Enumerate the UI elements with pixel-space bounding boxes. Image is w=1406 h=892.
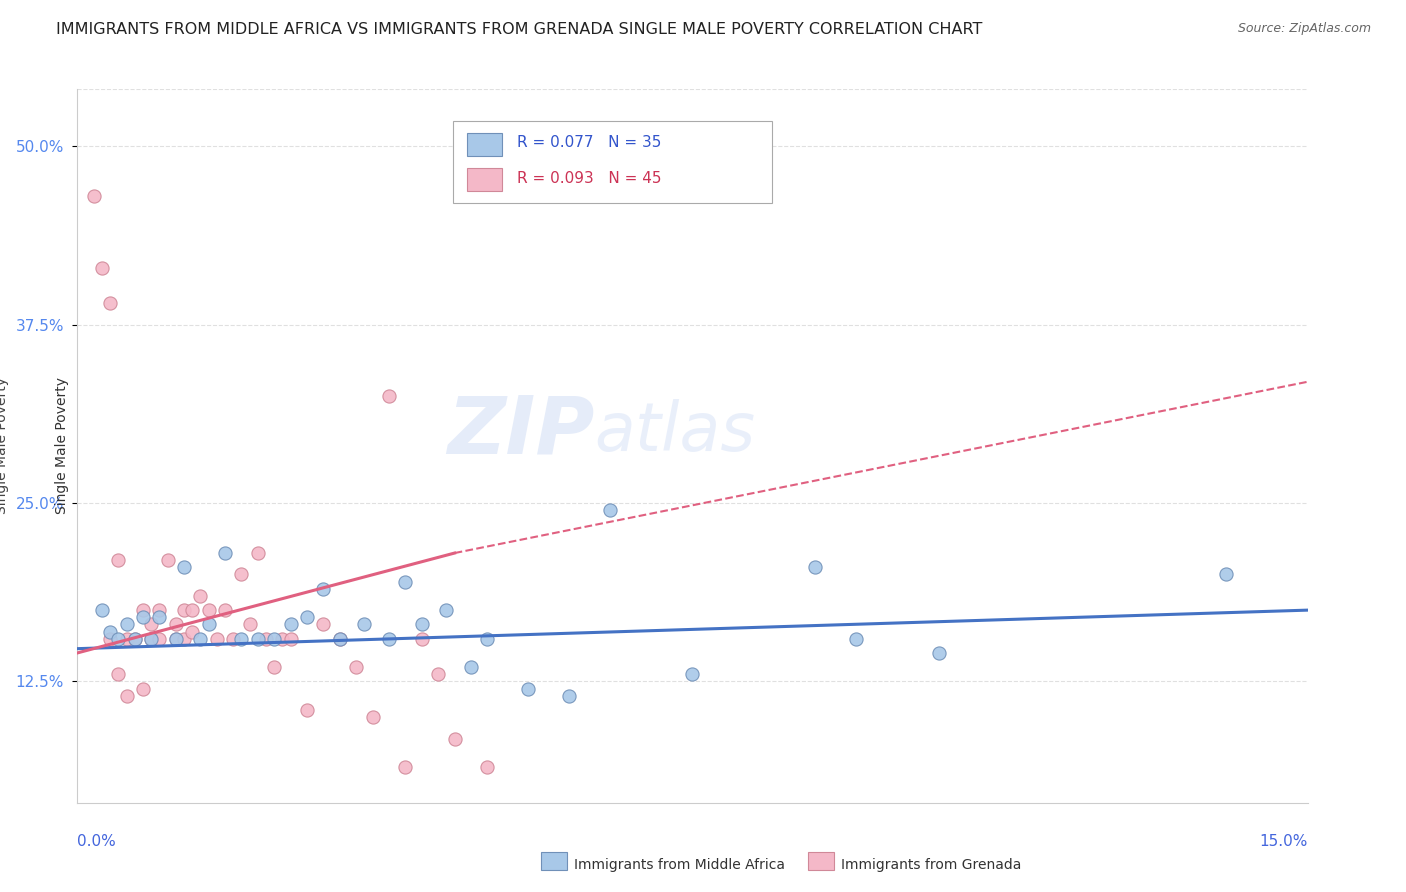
Point bbox=[427, 667, 450, 681]
Point bbox=[928, 646, 950, 660]
Point bbox=[295, 703, 318, 717]
Point bbox=[98, 632, 121, 646]
Point bbox=[90, 260, 114, 275]
Point bbox=[517, 681, 540, 696]
Point bbox=[804, 560, 827, 574]
Text: ZIP: ZIP bbox=[447, 392, 595, 471]
Point bbox=[90, 603, 114, 617]
Point bbox=[165, 632, 187, 646]
Point bbox=[124, 632, 146, 646]
Point bbox=[436, 603, 458, 617]
Point bbox=[141, 617, 163, 632]
Point bbox=[197, 603, 219, 617]
Point bbox=[477, 760, 499, 774]
Point bbox=[165, 617, 187, 632]
Text: atlas: atlas bbox=[595, 399, 755, 465]
Point bbox=[280, 632, 302, 646]
Point bbox=[329, 632, 352, 646]
Point bbox=[115, 689, 138, 703]
Point bbox=[188, 589, 212, 603]
Point bbox=[188, 632, 212, 646]
Point bbox=[98, 624, 121, 639]
Point bbox=[181, 624, 204, 639]
Point bbox=[394, 760, 416, 774]
Point bbox=[271, 632, 294, 646]
Point bbox=[443, 731, 465, 746]
Point bbox=[353, 617, 375, 632]
Point bbox=[107, 667, 129, 681]
Bar bbox=[467, 133, 502, 155]
Point bbox=[239, 617, 262, 632]
Text: Immigrants from Grenada: Immigrants from Grenada bbox=[841, 858, 1021, 872]
Point bbox=[148, 632, 170, 646]
Point bbox=[132, 681, 155, 696]
Point bbox=[173, 603, 195, 617]
Point bbox=[599, 503, 621, 517]
Point bbox=[280, 617, 302, 632]
Text: Immigrants from Middle Africa: Immigrants from Middle Africa bbox=[574, 858, 785, 872]
Point bbox=[263, 660, 285, 674]
Point bbox=[222, 632, 245, 646]
Point bbox=[378, 389, 401, 403]
Point bbox=[1215, 567, 1237, 582]
Point bbox=[165, 632, 187, 646]
Point bbox=[411, 617, 433, 632]
Point bbox=[312, 617, 335, 632]
Point bbox=[231, 567, 253, 582]
Point bbox=[312, 582, 335, 596]
Point bbox=[148, 610, 170, 624]
Point bbox=[231, 632, 253, 646]
Point bbox=[107, 553, 129, 567]
Y-axis label: Single Male Poverty: Single Male Poverty bbox=[0, 377, 8, 515]
Text: Source: ZipAtlas.com: Source: ZipAtlas.com bbox=[1237, 22, 1371, 36]
Point bbox=[254, 632, 277, 646]
Point bbox=[246, 632, 269, 646]
Text: R = 0.077   N = 35: R = 0.077 N = 35 bbox=[516, 136, 661, 150]
Point bbox=[107, 632, 129, 646]
Point bbox=[214, 603, 236, 617]
Point bbox=[411, 632, 433, 646]
Point bbox=[181, 603, 204, 617]
Text: 15.0%: 15.0% bbox=[1260, 834, 1308, 849]
Point bbox=[845, 632, 868, 646]
Point bbox=[141, 632, 163, 646]
Point bbox=[460, 660, 482, 674]
Point bbox=[361, 710, 384, 724]
Point bbox=[115, 632, 138, 646]
Point bbox=[378, 632, 401, 646]
Point bbox=[558, 689, 581, 703]
Point bbox=[197, 617, 219, 632]
Y-axis label: Single Male Poverty: Single Male Poverty bbox=[55, 377, 69, 515]
Point bbox=[394, 574, 416, 589]
Point bbox=[83, 189, 105, 203]
Point bbox=[124, 632, 146, 646]
FancyBboxPatch shape bbox=[453, 121, 772, 203]
Point bbox=[263, 632, 285, 646]
Point bbox=[141, 632, 163, 646]
Point bbox=[246, 546, 269, 560]
Point bbox=[156, 553, 179, 567]
Bar bbox=[467, 169, 502, 191]
Point bbox=[98, 296, 121, 310]
Point bbox=[329, 632, 352, 646]
Point bbox=[132, 603, 155, 617]
Text: R = 0.093   N = 45: R = 0.093 N = 45 bbox=[516, 171, 661, 186]
Point bbox=[173, 560, 195, 574]
Point bbox=[205, 632, 228, 646]
Point bbox=[295, 610, 318, 624]
Point bbox=[344, 660, 367, 674]
Point bbox=[477, 632, 499, 646]
Point bbox=[173, 632, 195, 646]
Point bbox=[115, 617, 138, 632]
Point bbox=[214, 546, 236, 560]
Text: 0.0%: 0.0% bbox=[77, 834, 117, 849]
Point bbox=[132, 610, 155, 624]
Point bbox=[148, 603, 170, 617]
Text: IMMIGRANTS FROM MIDDLE AFRICA VS IMMIGRANTS FROM GRENADA SINGLE MALE POVERTY COR: IMMIGRANTS FROM MIDDLE AFRICA VS IMMIGRA… bbox=[56, 22, 983, 37]
Point bbox=[682, 667, 704, 681]
